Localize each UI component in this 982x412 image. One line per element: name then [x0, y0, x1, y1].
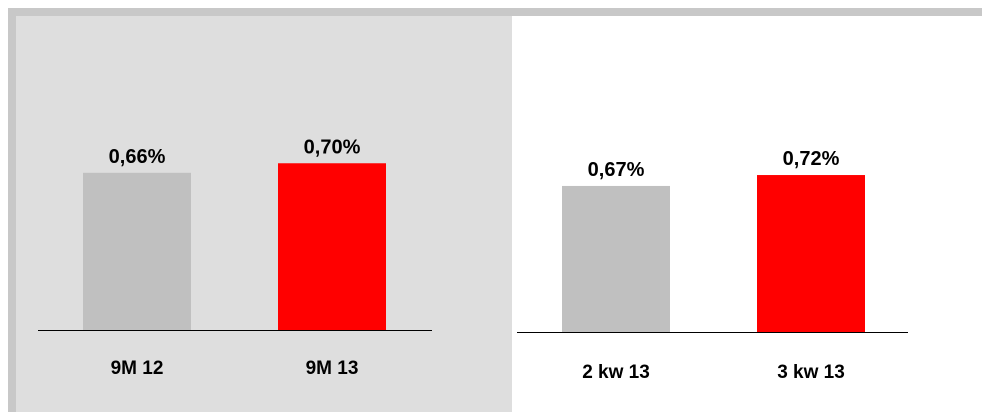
right-category-label-2: 3 kw 13 — [777, 362, 845, 383]
left-value-label-1: 0,66% — [109, 146, 166, 168]
frame-border-top — [8, 8, 982, 16]
right-category-label-1: 2 kw 13 — [582, 362, 650, 383]
left-bar-2 — [278, 163, 386, 330]
left-value-label-2: 0,70% — [304, 136, 361, 158]
right-bar-2 — [757, 175, 865, 332]
frame-border-left — [8, 8, 16, 412]
left-category-label-1: 9M 12 — [111, 358, 164, 379]
right-value-label-2: 0,72% — [783, 148, 840, 170]
right-bar-1 — [562, 185, 670, 332]
right-value-label-1: 0,67% — [588, 159, 645, 181]
left-category-label-2: 9M 13 — [306, 358, 359, 379]
left-bar-1 — [83, 172, 191, 330]
